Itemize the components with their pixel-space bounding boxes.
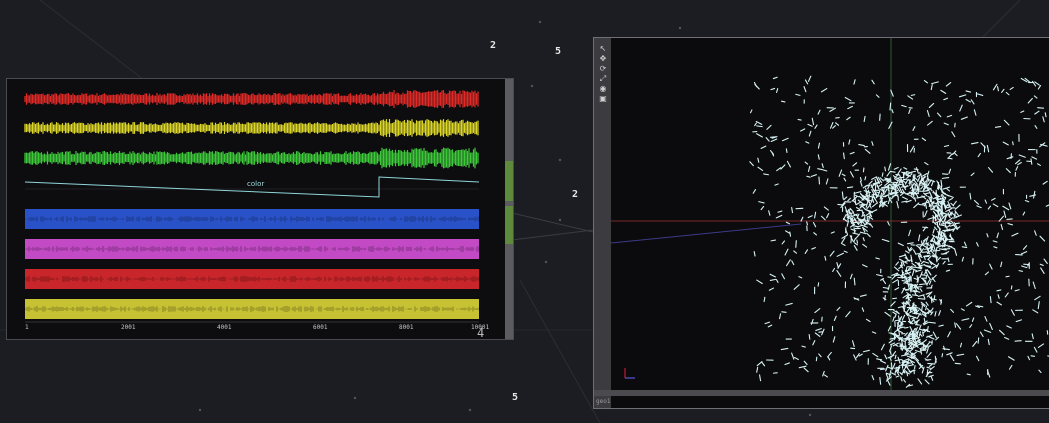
viewer-footer-label: geo1 <box>596 398 611 405</box>
camera-icon[interactable]: ▣ <box>599 94 607 103</box>
chop-viewer-panel[interactable]: color 1 2001 4001 6001 8001 10001 4 <box>6 78 514 340</box>
select-icon[interactable]: ↖ <box>599 44 607 53</box>
x-tick-label: 10001 <box>471 324 489 331</box>
channel-band <box>25 269 479 289</box>
channel-waveform <box>24 119 479 137</box>
move-icon[interactable]: ✥ <box>599 54 607 63</box>
x-tick-label: 4001 <box>217 324 232 331</box>
channel-band <box>25 209 479 229</box>
x-tick-label: 8001 <box>399 324 414 331</box>
rotate-icon[interactable]: ⟳ <box>599 64 607 73</box>
particle-viewport[interactable] <box>611 38 1049 390</box>
network-node-label[interactable]: 5 <box>512 392 519 403</box>
channel-waveform <box>24 90 479 108</box>
geometry-viewer-panel[interactable]: ↖ ✥ ⟳ ⤢ ◉ ▣ geo1 <box>593 37 1049 409</box>
x-tick-label: 6001 <box>313 324 328 331</box>
channel-plot[interactable]: color 1 2001 4001 6001 8001 10001 <box>7 79 505 339</box>
channel-band <box>25 299 479 319</box>
network-node-label[interactable]: 2 <box>572 189 579 200</box>
viewer-corner-number: 4 <box>477 326 485 340</box>
viewer-timebar[interactable] <box>594 390 1049 396</box>
viewer-toolbar: ↖ ✥ ⟳ ⤢ ◉ ▣ <box>594 38 611 408</box>
x-tick-label: 2001 <box>121 324 136 331</box>
scale-icon[interactable]: ⤢ <box>599 74 607 83</box>
x-tick-label: 1 <box>25 324 29 331</box>
viewer-scrollbar[interactable] <box>505 79 513 339</box>
network-node-label[interactable]: 2 <box>490 40 497 51</box>
channel-line <box>24 176 480 198</box>
view-icon[interactable]: ◉ <box>599 84 607 93</box>
particle-cloud <box>749 75 1049 388</box>
channel-band <box>25 239 479 259</box>
network-node-label[interactable]: 5 <box>555 46 562 57</box>
channel-label: color <box>247 180 264 188</box>
channel-waveform <box>24 147 479 169</box>
